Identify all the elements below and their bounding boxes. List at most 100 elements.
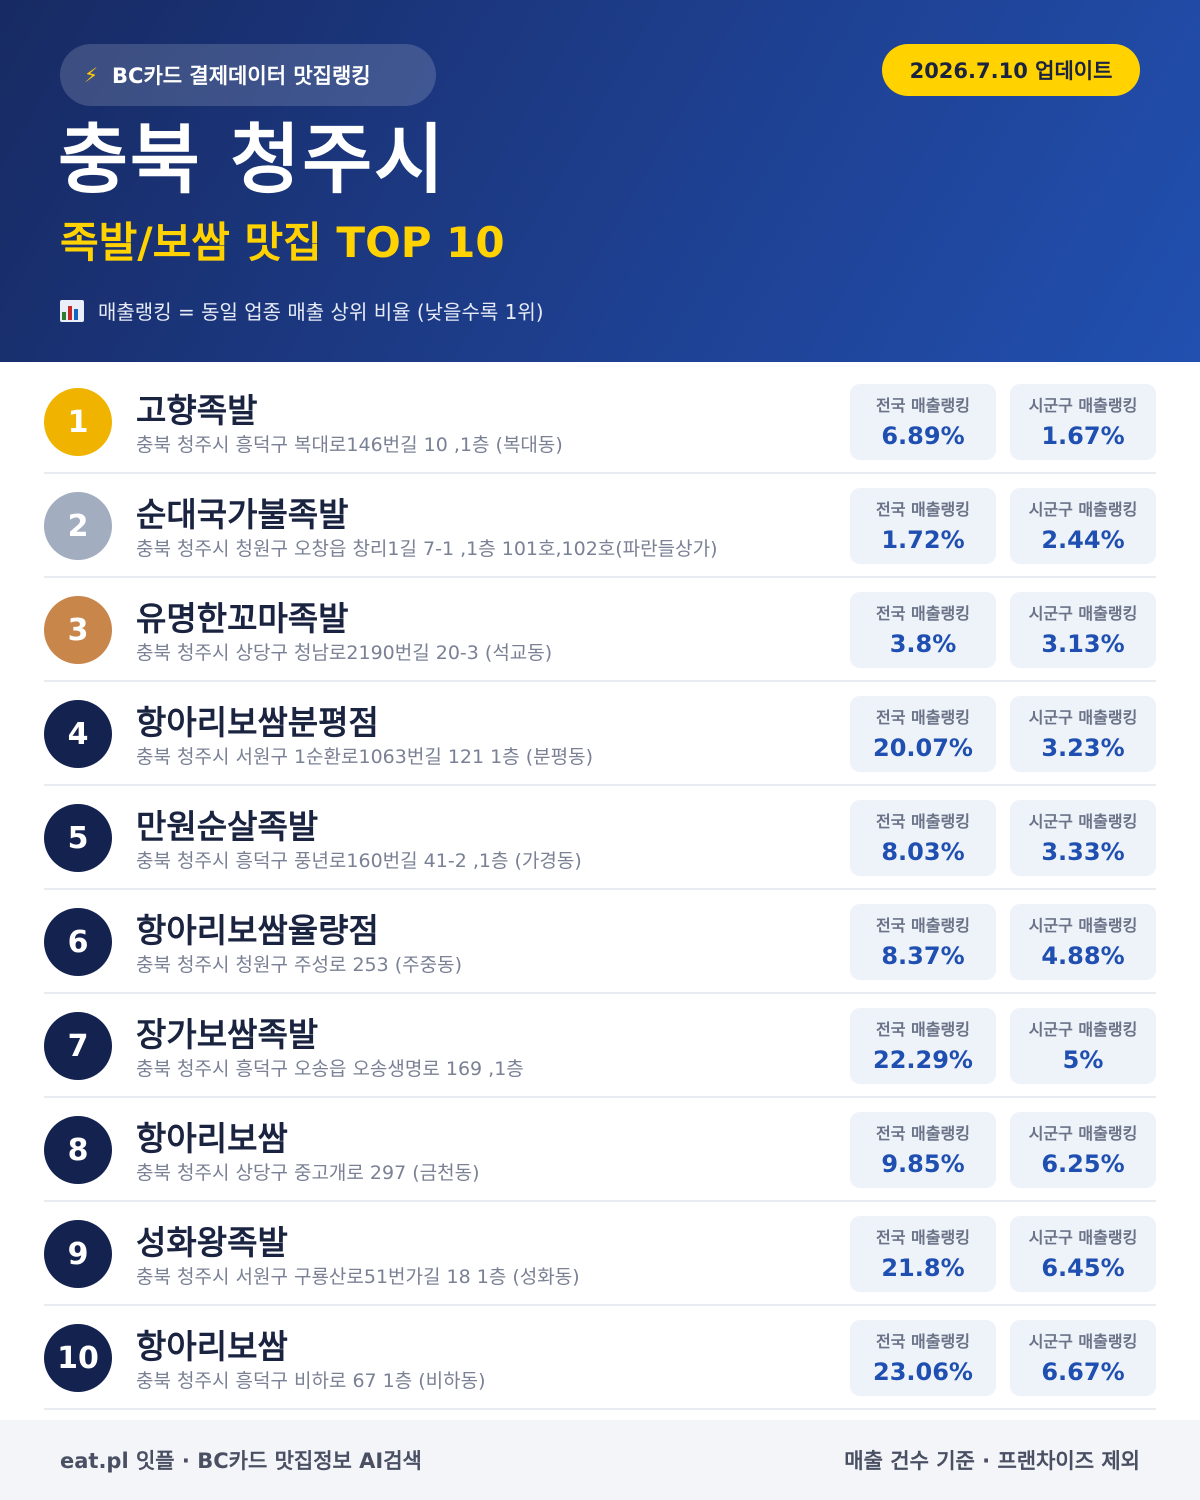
footer-source: eat.pl 잇플 · BC카드 맛집정보 AI검색 [60, 1449, 422, 1473]
local-ranking-card: 시군구 매출랭킹 6.45% [1010, 1216, 1156, 1292]
national-ranking-card: 전국 매출랭킹 23.06% [850, 1320, 996, 1396]
restaurant-name: 항아리보쌈율량점 [136, 911, 379, 950]
ranking-row[interactable]: 9 성화왕족발 충북 청주시 서원구 구룡산로51번가길 18 1층 (성화동)… [44, 1202, 1156, 1306]
national-ranking-card: 전국 매출랭킹 8.03% [850, 800, 996, 876]
national-ranking-card: 전국 매출랭킹 8.37% [850, 904, 996, 980]
local-ranking-value: 4.88% [1041, 942, 1125, 970]
national-ranking-label: 전국 매출랭킹 [876, 708, 970, 727]
national-ranking-label: 전국 매출랭킹 [876, 916, 970, 935]
rank-badge: 8 [44, 1116, 112, 1184]
source-badge: ⚡ BC카드 결제데이터 맛집랭킹 [60, 44, 436, 106]
restaurant-name: 장가보쌈족발 [136, 1015, 319, 1054]
national-ranking-label: 전국 매출랭킹 [876, 812, 970, 831]
local-ranking-card: 시군구 매출랭킹 1.67% [1010, 384, 1156, 460]
page-title: 충북 청주시 [58, 115, 447, 204]
local-ranking-card: 시군구 매출랭킹 5% [1010, 1008, 1156, 1084]
national-ranking-value: 20.07% [873, 734, 973, 762]
local-ranking-value: 6.25% [1041, 1150, 1125, 1178]
rank-badge: 4 [44, 700, 112, 768]
ranking-row[interactable]: 3 유명한꼬마족발 충북 청주시 상당구 청남로2190번길 20-3 (석교동… [44, 578, 1156, 682]
local-ranking-label: 시군구 매출랭킹 [1028, 1020, 1138, 1039]
restaurant-address: 충북 청주시 흥덕구 오송읍 오송생명로 169 ,1층 [136, 1058, 524, 1080]
ranking-row[interactable]: 7 장가보쌈족발 충북 청주시 흥덕구 오송읍 오송생명로 169 ,1층 전국… [44, 994, 1156, 1098]
national-ranking-label: 전국 매출랭킹 [876, 1124, 970, 1143]
local-ranking-label: 시군구 매출랭킹 [1028, 812, 1138, 831]
ranking-row[interactable]: 4 항아리보쌈분평점 충북 청주시 서원구 1순환로1063번길 121 1층 … [44, 682, 1156, 786]
national-ranking-value: 1.72% [881, 526, 965, 554]
restaurant-name: 유명한꼬마족발 [136, 599, 349, 638]
restaurant-address: 충북 청주시 상당구 청남로2190번길 20-3 (석교동) [136, 642, 553, 664]
local-ranking-label: 시군구 매출랭킹 [1028, 500, 1138, 519]
local-ranking-card: 시군구 매출랭킹 2.44% [1010, 488, 1156, 564]
national-ranking-card: 전국 매출랭킹 1.72% [850, 488, 996, 564]
national-ranking-value: 9.85% [881, 1150, 965, 1178]
rank-badge: 9 [44, 1220, 112, 1288]
local-ranking-label: 시군구 매출랭킹 [1028, 708, 1138, 727]
restaurant-name: 항아리보쌈분평점 [136, 703, 379, 742]
rank-badge: 7 [44, 1012, 112, 1080]
restaurant-name: 고향족발 [136, 391, 258, 430]
local-ranking-card: 시군구 매출랭킹 3.23% [1010, 696, 1156, 772]
local-ranking-value: 6.45% [1041, 1254, 1125, 1282]
local-ranking-card: 시군구 매출랭킹 3.13% [1010, 592, 1156, 668]
rank-badge: 5 [44, 804, 112, 872]
local-ranking-label: 시군구 매출랭킹 [1028, 1124, 1138, 1143]
local-ranking-value: 1.67% [1041, 422, 1125, 450]
page-subtitle: 족발/보쌈 맛집 TOP 10 [60, 218, 505, 267]
local-ranking-value: 2.44% [1041, 526, 1125, 554]
national-ranking-card: 전국 매출랭킹 21.8% [850, 1216, 996, 1292]
footer: eat.pl 잇플 · BC카드 맛집정보 AI검색 매출 건수 기준 · 프랜… [0, 1420, 1200, 1500]
local-ranking-label: 시군구 매출랭킹 [1028, 1332, 1138, 1351]
local-ranking-card: 시군구 매출랭킹 3.33% [1010, 800, 1156, 876]
lightning-icon: ⚡ [84, 63, 99, 87]
local-ranking-label: 시군구 매출랭킹 [1028, 1228, 1138, 1247]
local-ranking-label: 시군구 매출랭킹 [1028, 396, 1138, 415]
ranking-row[interactable]: 5 만원순살족발 충북 청주시 흥덕구 풍년로160번길 41-2 ,1층 (가… [44, 786, 1156, 890]
rank-badge: 10 [44, 1324, 112, 1392]
restaurant-name: 항아리보쌈 [136, 1119, 288, 1158]
rank-badge: 3 [44, 596, 112, 664]
footer-criteria: 매출 건수 기준 · 프랜차이즈 제외 [844, 1449, 1140, 1473]
national-ranking-card: 전국 매출랭킹 22.29% [850, 1008, 996, 1084]
ranking-row[interactable]: 10 항아리보쌈 충북 청주시 흥덕구 비하로 67 1층 (비하동) 전국 매… [44, 1306, 1156, 1410]
restaurant-address: 충북 청주시 상당구 중고개로 297 (금천동) [136, 1162, 480, 1184]
local-ranking-value: 3.33% [1041, 838, 1125, 866]
restaurant-name: 성화왕족발 [136, 1223, 288, 1262]
national-ranking-label: 전국 매출랭킹 [876, 1020, 970, 1039]
ranking-row[interactable]: 6 항아리보쌈율량점 충북 청주시 청원구 주성로 253 (주중동) 전국 매… [44, 890, 1156, 994]
restaurant-name: 순대국가불족발 [136, 495, 349, 534]
national-ranking-card: 전국 매출랭킹 6.89% [850, 384, 996, 460]
local-ranking-value: 3.13% [1041, 630, 1125, 658]
local-ranking-label: 시군구 매출랭킹 [1028, 604, 1138, 623]
national-ranking-label: 전국 매출랭킹 [876, 604, 970, 623]
restaurant-address: 충북 청주시 서원구 구룡산로51번가길 18 1층 (성화동) [136, 1266, 580, 1288]
restaurant-name: 항아리보쌈 [136, 1327, 288, 1366]
national-ranking-value: 8.37% [881, 942, 965, 970]
national-ranking-value: 8.03% [881, 838, 965, 866]
restaurant-address: 충북 청주시 청원구 주성로 253 (주중동) [136, 954, 463, 976]
local-ranking-value: 5% [1062, 1046, 1104, 1074]
rank-badge: 6 [44, 908, 112, 976]
ranking-row[interactable]: 2 순대국가불족발 충북 청주시 청원구 오창읍 창리1길 7-1 ,1층 10… [44, 474, 1156, 578]
national-ranking-label: 전국 매출랭킹 [876, 1332, 970, 1351]
ranking-row[interactable]: 1 고향족발 충북 청주시 흥덕구 복대로146번길 10 ,1층 (복대동) … [44, 370, 1156, 474]
local-ranking-card: 시군구 매출랭킹 4.88% [1010, 904, 1156, 980]
ranking-row[interactable]: 8 항아리보쌈 충북 청주시 상당구 중고개로 297 (금천동) 전국 매출랭… [44, 1098, 1156, 1202]
ranking-note: 매출랭킹 = 동일 업종 매출 상위 비율 (낮을수록 1위) [60, 296, 544, 325]
source-badge-label: BC카드 결제데이터 맛집랭킹 [112, 64, 371, 88]
restaurant-address: 충북 청주시 청원구 오창읍 창리1길 7-1 ,1층 101호,102호(파란… [136, 538, 718, 560]
header-banner: ⚡ BC카드 결제데이터 맛집랭킹 2026.7.10 업데이트 충북 청주시 … [0, 0, 1200, 362]
local-ranking-card: 시군구 매출랭킹 6.67% [1010, 1320, 1156, 1396]
national-ranking-label: 전국 매출랭킹 [876, 500, 970, 519]
rank-badge: 1 [44, 388, 112, 456]
national-ranking-value: 6.89% [881, 422, 965, 450]
ranking-note-text: 매출랭킹 = 동일 업종 매출 상위 비율 (낮을수록 1위) [98, 300, 544, 324]
local-ranking-value: 3.23% [1041, 734, 1125, 762]
restaurant-name: 만원순살족발 [136, 807, 319, 846]
local-ranking-value: 6.67% [1041, 1358, 1125, 1386]
national-ranking-label: 전국 매출랭킹 [876, 396, 970, 415]
local-ranking-label: 시군구 매출랭킹 [1028, 916, 1138, 935]
rank-badge: 2 [44, 492, 112, 560]
restaurant-address: 충북 청주시 흥덕구 풍년로160번길 41-2 ,1층 (가경동) [136, 850, 582, 872]
ranking-list: 1 고향족발 충북 청주시 흥덕구 복대로146번길 10 ,1층 (복대동) … [44, 370, 1156, 1410]
